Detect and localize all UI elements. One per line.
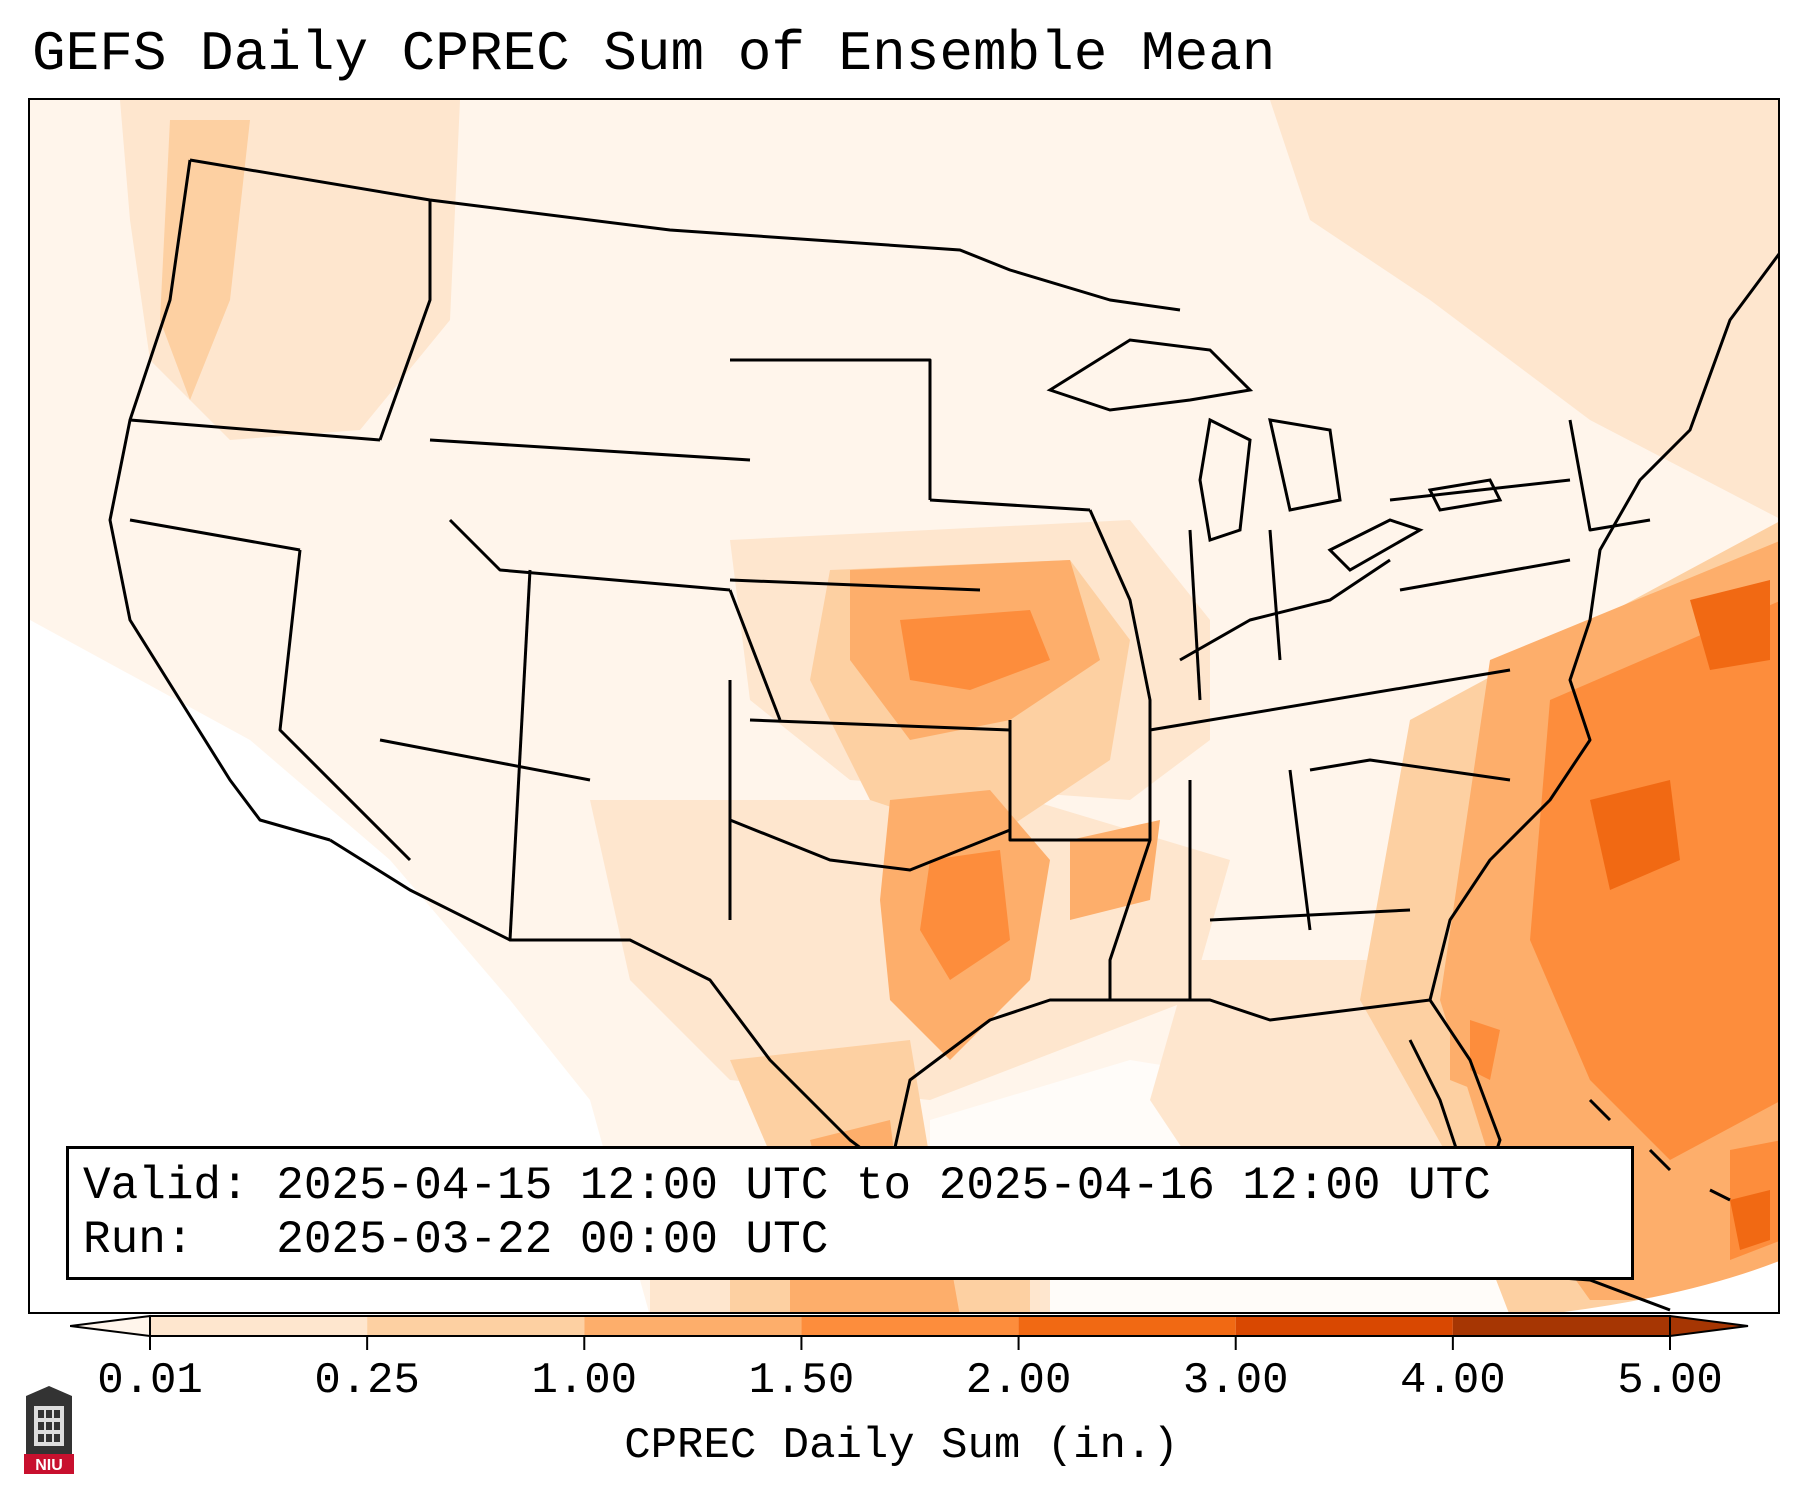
border-il-in — [1188, 529, 1202, 701]
lake-erie — [1327, 518, 1424, 572]
border-nv — [278, 549, 412, 862]
colorbar-segment — [367, 1316, 585, 1336]
border-new-england — [1568, 419, 1651, 532]
border-pa-south — [1399, 558, 1571, 592]
border-mn-ia — [929, 498, 1091, 512]
gulf-coast — [888, 998, 1431, 1171]
precip-extreme-zones — [1590, 580, 1770, 1250]
colorbar-tick-label: 2.00 — [965, 1356, 1072, 1406]
colorbar-segment — [584, 1316, 802, 1336]
border-ut-az — [379, 738, 591, 782]
border-tn — [1149, 668, 1511, 732]
colorbar-segments — [70, 1314, 1749, 1338]
border-mt-wy — [429, 438, 751, 462]
page-title: GEFS Daily CPREC Sum of Ensemble Mean — [32, 22, 1276, 86]
border-mo-ar — [1008, 720, 1150, 842]
valid-value: 2025-04-15 12:00 UTC to 2025-04-16 12:00… — [276, 1160, 1491, 1212]
colorbar-segment — [1452, 1316, 1670, 1336]
colorbar-segment — [1018, 1316, 1236, 1336]
lake-ontario — [1427, 478, 1503, 512]
border-pa-ny — [1389, 478, 1571, 502]
border-mississippi — [1088, 509, 1152, 1000]
colorbar-tick-label: 5.00 — [1617, 1356, 1723, 1406]
colorbar-tick-label: 3.00 — [1182, 1356, 1289, 1406]
border-al-ga — [1288, 769, 1312, 931]
map-panel — [28, 98, 1780, 1314]
niu-logo: NIU — [24, 1386, 74, 1474]
border-wa-or — [129, 418, 381, 442]
border-dakotas — [730, 358, 932, 500]
colorbar-extend-high — [1669, 1314, 1749, 1338]
colorbar-tick-label: 4.00 — [1400, 1356, 1506, 1406]
border-ga-fl — [1209, 908, 1411, 922]
precip-none-mexico — [30, 620, 649, 1312]
run-value: 2025-03-22 00:00 UTC — [276, 1214, 829, 1266]
border-ks-ok — [749, 718, 1011, 732]
colorbar-segment — [801, 1316, 1019, 1336]
border-co-ks — [728, 589, 782, 721]
valid-run-info-box: Valid: 2025-04-15 12:00 UTC to 2025-04-1… — [66, 1146, 1634, 1280]
border-ok-tx — [729, 818, 1011, 872]
lake-michigan — [1198, 417, 1252, 542]
border-in-oh — [1268, 529, 1282, 661]
border-nc-sc — [1309, 758, 1511, 782]
colorbar-label: CPREC Daily Sum (in.) — [624, 1421, 1179, 1471]
colorbar-extend-low — [70, 1314, 151, 1338]
colorbar — [70, 1314, 1749, 1350]
bahamas-outline — [1588, 1098, 1731, 1202]
projection-edge-left — [30, 1250, 486, 1312]
valid-label: Valid: — [83, 1160, 249, 1212]
colorbar-tick-label: 0.25 — [314, 1356, 420, 1406]
great-lakes — [1046, 338, 1503, 572]
lake-huron — [1268, 418, 1342, 512]
east-coast — [1428, 252, 1778, 1001]
colorbar-tick-label: 1.50 — [748, 1356, 855, 1406]
border-ohio-river — [1179, 558, 1391, 662]
state-borders — [108, 158, 1778, 1172]
projection-edge-right — [1563, 1261, 1778, 1312]
colorbar-segment — [150, 1316, 368, 1336]
border-id — [378, 200, 432, 441]
colorbar-segment — [1235, 1316, 1453, 1336]
lake-superior — [1046, 338, 1254, 412]
svg-text:NIU: NIU — [35, 1457, 63, 1474]
border-or-ca — [129, 518, 301, 552]
west-coast — [108, 159, 331, 842]
colorbar-tick-label: 1.00 — [531, 1356, 638, 1406]
run-label: Run: — [83, 1214, 194, 1266]
border-ne-ks — [729, 578, 981, 592]
border-az-nm — [508, 569, 532, 941]
colorbar-tick-label: 0.01 — [97, 1356, 203, 1406]
colorbar-outline — [149, 1315, 1671, 1337]
us-mexico-border — [329, 838, 891, 1172]
precip-map — [30, 100, 1778, 1312]
border-wy-co — [448, 518, 731, 592]
colorbar-ticks — [149, 1336, 1671, 1350]
